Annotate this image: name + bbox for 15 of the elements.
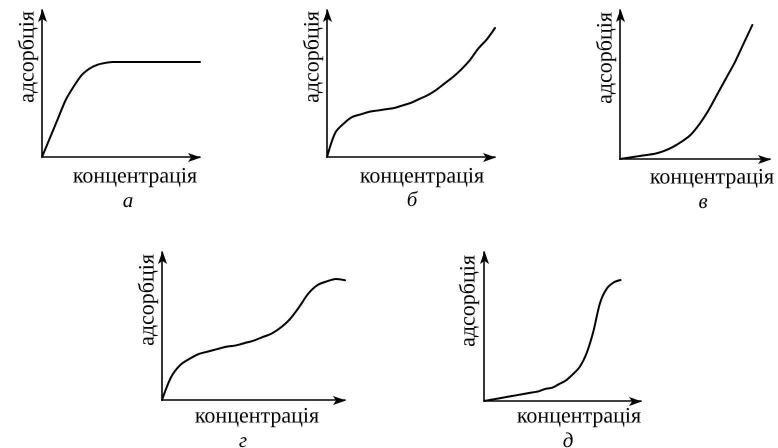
text: д — [562, 428, 574, 448]
y-axis-title: адсорбція — [592, 12, 616, 104]
x-axis-title: концентрація — [360, 162, 484, 188]
y-axis-title: адсорбція — [298, 11, 324, 103]
x-axis-title: концентрація — [194, 402, 320, 428]
x-axis-title: концентрація — [516, 402, 642, 428]
text: г — [238, 428, 248, 448]
text: а — [122, 188, 134, 212]
text: б — [406, 187, 419, 211]
y-axis-title: адсорбція — [454, 255, 480, 347]
x-axis-title: концентрація — [650, 164, 774, 188]
y-axis-title: адсорбція — [134, 254, 158, 346]
text: в — [698, 189, 708, 213]
y-axis-title: адсорбція — [14, 11, 38, 103]
x-axis-title: концентрація — [72, 162, 198, 188]
